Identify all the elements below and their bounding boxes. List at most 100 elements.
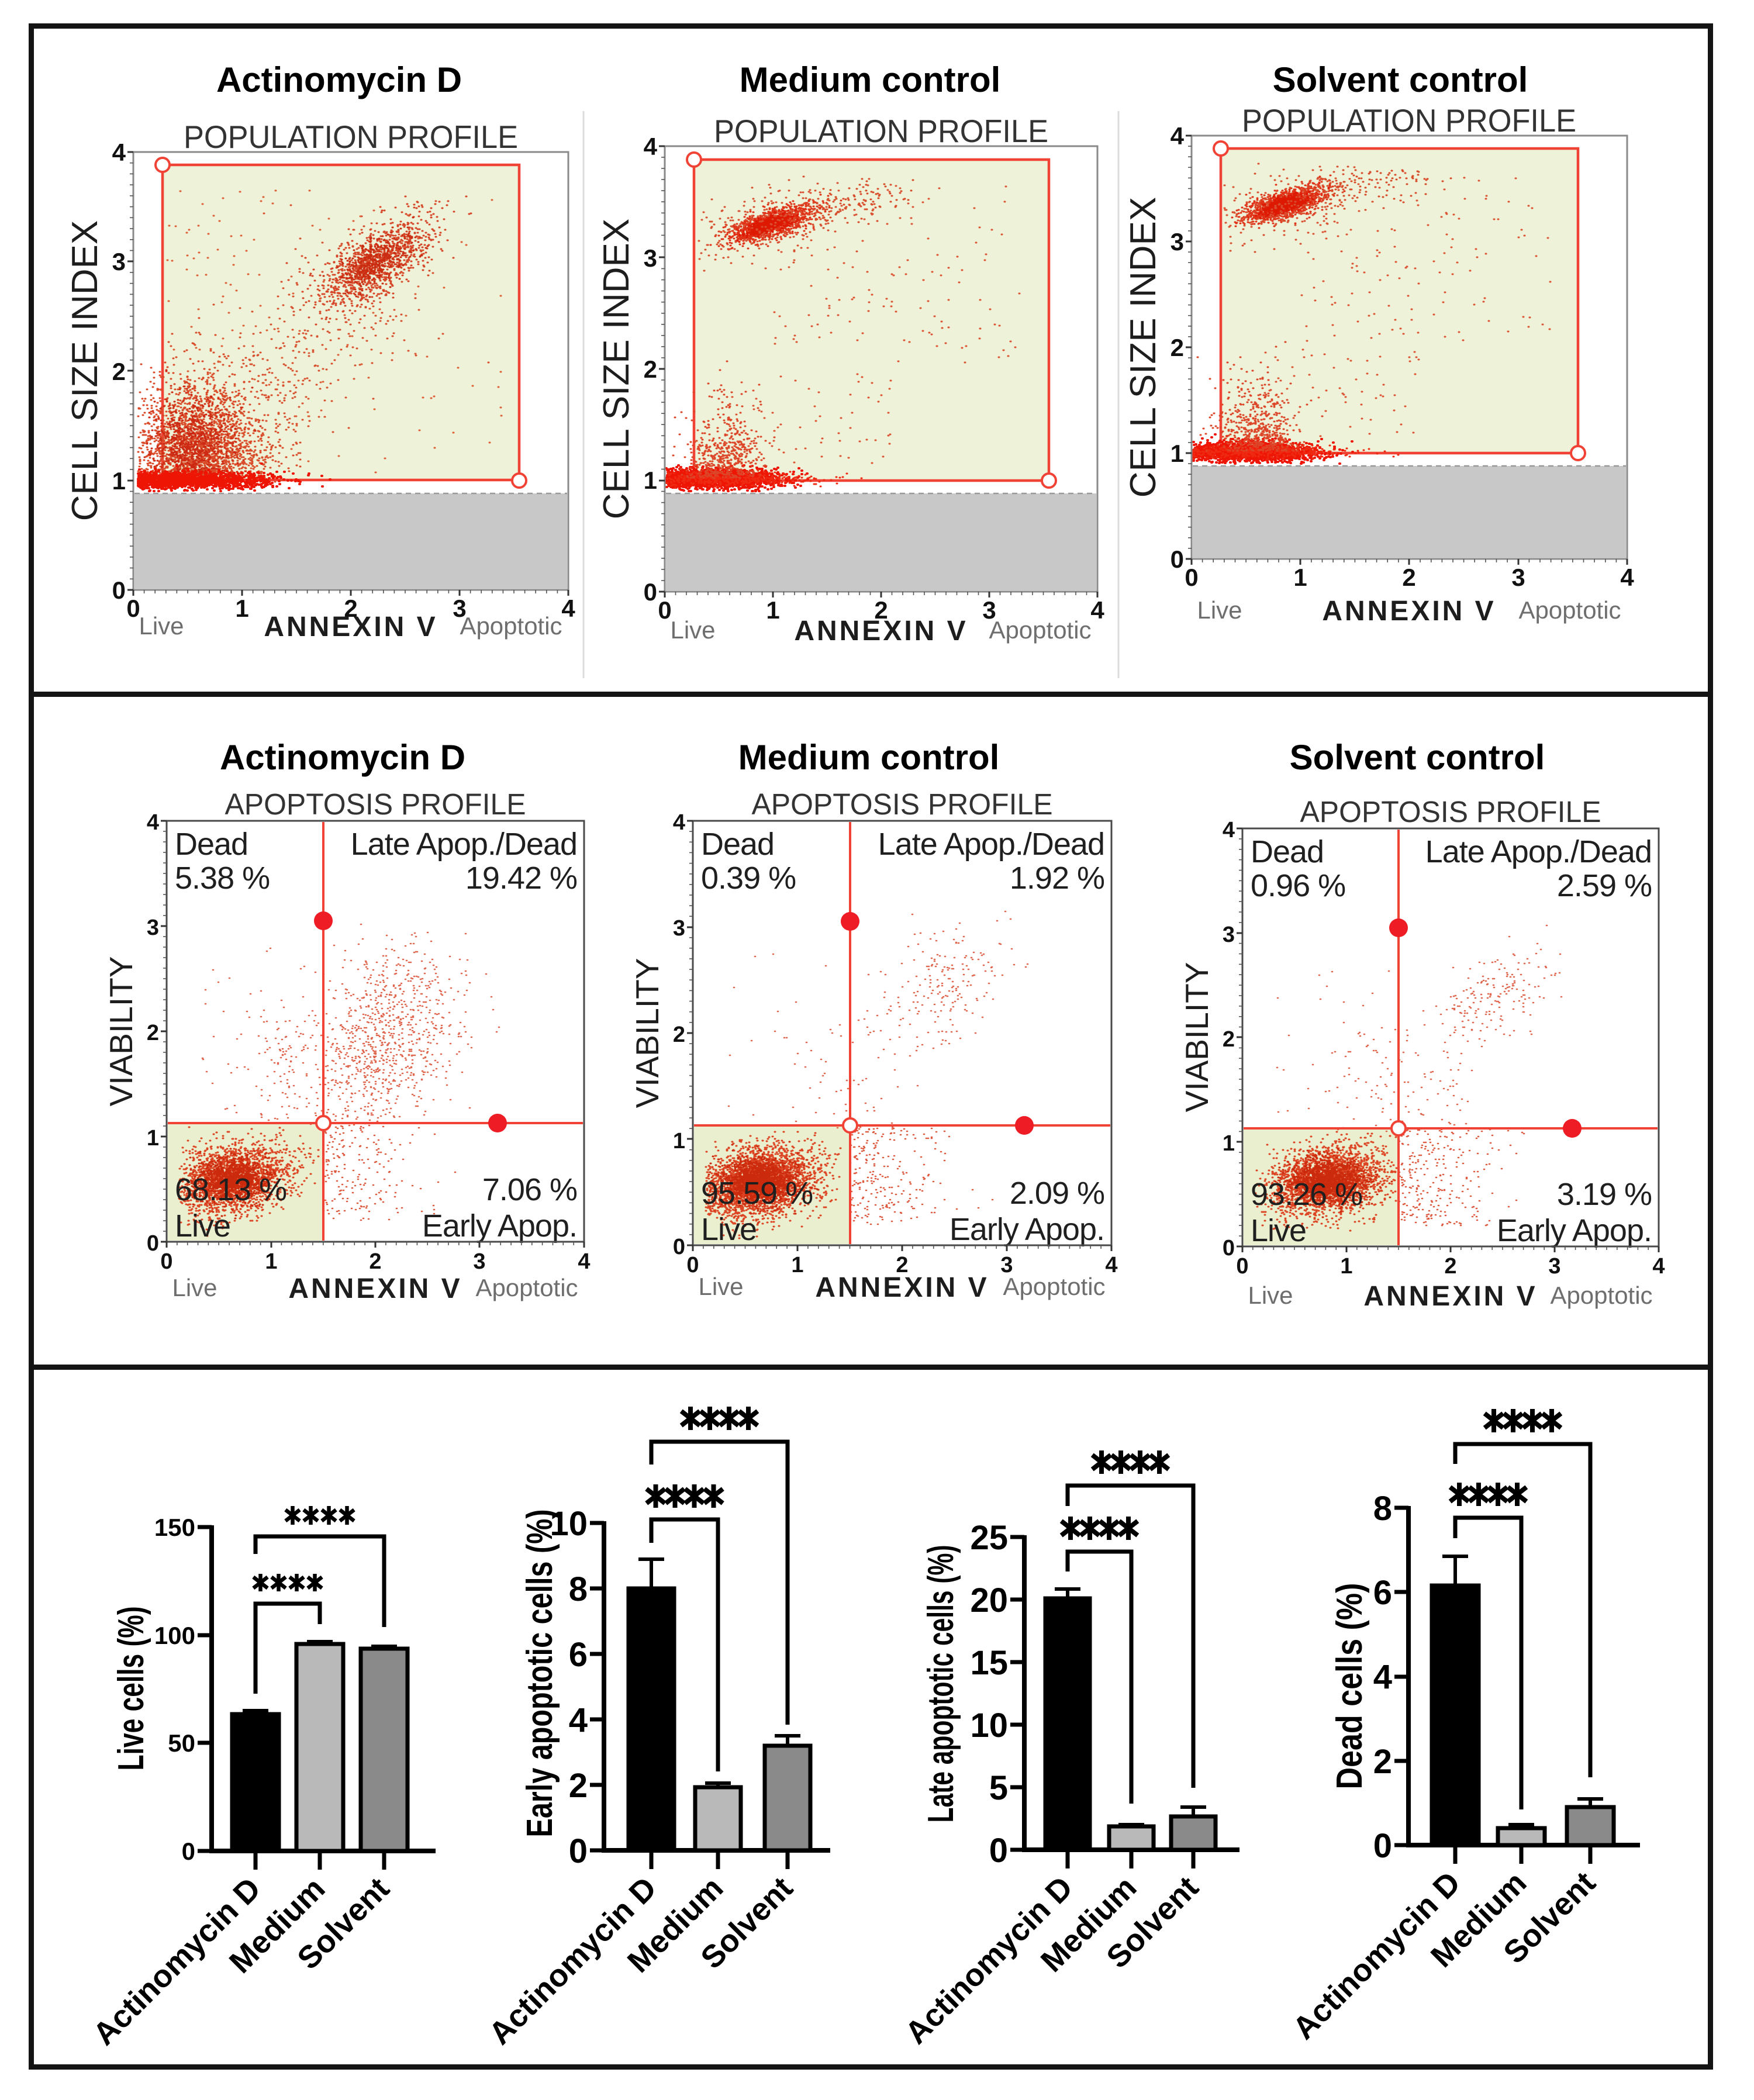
svg-text:0: 0 — [112, 576, 126, 604]
svg-text:ANNEXIN V: ANNEXIN V — [794, 616, 968, 647]
svg-text:2.59 %: 2.59 % — [1557, 868, 1652, 903]
svg-text:3: 3 — [1000, 1253, 1013, 1277]
svg-text:2: 2 — [112, 358, 126, 385]
svg-text:4: 4 — [147, 810, 159, 835]
svg-text:8: 8 — [569, 1570, 588, 1608]
svg-text:0: 0 — [644, 578, 657, 606]
svg-text:93.26 %: 93.26 % — [1251, 1177, 1362, 1212]
svg-text:Live: Live — [1251, 1213, 1306, 1248]
svg-text:2: 2 — [344, 595, 357, 622]
svg-text:1: 1 — [235, 595, 248, 622]
svg-text:Apoptotic: Apoptotic — [1518, 596, 1621, 624]
svg-text:0: 0 — [126, 595, 140, 622]
svg-text:1: 1 — [1293, 564, 1307, 591]
svg-text:10: 10 — [550, 1505, 588, 1543]
svg-text:POPULATION PROFILE: POPULATION PROFILE — [714, 113, 1048, 149]
svg-text:100: 100 — [154, 1622, 195, 1649]
svg-text:4: 4 — [578, 1249, 590, 1274]
svg-text:Apoptotic: Apoptotic — [460, 612, 562, 640]
svg-text:Live: Live — [1248, 1282, 1293, 1309]
svg-text:4: 4 — [1652, 1254, 1665, 1279]
svg-text:50: 50 — [168, 1729, 195, 1757]
svg-text:Early Apop.: Early Apop. — [1497, 1213, 1652, 1248]
svg-text:Dead: Dead — [701, 827, 774, 862]
svg-text:VIABILITY: VIABILITY — [103, 956, 139, 1107]
svg-text:2: 2 — [1373, 1743, 1392, 1781]
svg-text:POPULATION PROFILE: POPULATION PROFILE — [184, 119, 518, 155]
svg-text:0: 0 — [160, 1249, 172, 1274]
svg-text:0: 0 — [673, 1235, 685, 1259]
svg-text:3: 3 — [644, 244, 657, 272]
svg-text:Live cells (%): Live cells (%) — [111, 1607, 151, 1771]
svg-text:Live: Live — [698, 1273, 743, 1300]
svg-text:1: 1 — [1340, 1254, 1352, 1279]
svg-text:25: 25 — [970, 1519, 1008, 1557]
svg-text:Late apoptotic cells (%): Late apoptotic cells (%) — [921, 1545, 961, 1823]
svg-text:1: 1 — [644, 467, 657, 494]
svg-text:4: 4 — [1105, 1253, 1117, 1277]
svg-text:3: 3 — [982, 596, 996, 624]
svg-text:4: 4 — [1620, 564, 1634, 591]
svg-text:2: 2 — [874, 596, 888, 624]
svg-text:Medium control: Medium control — [740, 60, 1001, 99]
svg-text:CELL SIZE INDEX: CELL SIZE INDEX — [65, 220, 105, 521]
svg-text:4: 4 — [561, 595, 575, 622]
svg-text:Live: Live — [1197, 596, 1242, 624]
svg-text:Live: Live — [701, 1212, 757, 1247]
svg-text:1: 1 — [265, 1249, 277, 1274]
svg-text:19.42 %: 19.42 % — [465, 861, 577, 896]
svg-text:APOPTOSIS PROFILE: APOPTOSIS PROFILE — [752, 788, 1053, 821]
svg-text:2: 2 — [896, 1253, 908, 1277]
svg-text:3: 3 — [453, 595, 466, 622]
svg-text:Dead: Dead — [1251, 834, 1324, 869]
svg-text:ANNEXIN V: ANNEXIN V — [1363, 1281, 1537, 1312]
svg-text:1: 1 — [1223, 1131, 1235, 1156]
svg-text:Late Apop./Dead: Late Apop./Dead — [351, 827, 577, 862]
svg-text:Live: Live — [139, 612, 184, 640]
svg-text:Apoptotic: Apoptotic — [989, 616, 1091, 644]
svg-text:1: 1 — [1171, 440, 1184, 467]
svg-text:15: 15 — [970, 1644, 1008, 1682]
svg-text:2: 2 — [673, 1023, 685, 1047]
svg-text:CELL SIZE INDEX: CELL SIZE INDEX — [596, 219, 637, 520]
svg-text:2: 2 — [644, 355, 657, 383]
svg-text:2: 2 — [1223, 1027, 1235, 1052]
svg-text:0: 0 — [658, 596, 671, 624]
svg-text:Live: Live — [172, 1274, 217, 1301]
svg-text:1: 1 — [147, 1126, 159, 1151]
svg-text:3: 3 — [1223, 923, 1235, 947]
svg-text:1: 1 — [673, 1129, 685, 1153]
svg-text:APOPTOSIS PROFILE: APOPTOSIS PROFILE — [225, 788, 526, 821]
svg-text:4: 4 — [1090, 596, 1104, 624]
svg-text:0: 0 — [1185, 564, 1198, 591]
svg-text:ANNEXIN V: ANNEXIN V — [264, 612, 437, 643]
svg-text:Dead: Dead — [175, 827, 248, 862]
svg-text:1: 1 — [791, 1253, 803, 1277]
svg-text:0: 0 — [1223, 1236, 1235, 1260]
svg-text:APOPTOSIS PROFILE: APOPTOSIS PROFILE — [1300, 795, 1601, 828]
svg-text:3: 3 — [1171, 228, 1184, 255]
svg-text:4: 4 — [673, 810, 685, 835]
svg-text:0.39 %: 0.39 % — [701, 861, 796, 896]
svg-text:2: 2 — [1171, 334, 1184, 361]
svg-text:2: 2 — [1444, 1254, 1456, 1279]
svg-text:Live: Live — [670, 616, 715, 644]
svg-text:ANNEXIN V: ANNEXIN V — [288, 1273, 462, 1304]
svg-text:Apoptotic: Apoptotic — [1003, 1273, 1105, 1300]
svg-text:Actinomycin D: Actinomycin D — [216, 60, 462, 99]
svg-text:150: 150 — [154, 1514, 195, 1541]
svg-text:Early Apop.: Early Apop. — [422, 1208, 577, 1244]
svg-text:Live: Live — [175, 1208, 230, 1244]
svg-text:0: 0 — [182, 1838, 195, 1865]
svg-text:0: 0 — [147, 1231, 159, 1256]
svg-text:Actinomycin D: Actinomycin D — [220, 738, 465, 777]
svg-text:1: 1 — [112, 467, 126, 495]
svg-text:4: 4 — [1223, 818, 1235, 842]
svg-text:95.59 %: 95.59 % — [701, 1176, 813, 1211]
svg-text:4: 4 — [1373, 1658, 1392, 1696]
svg-text:0: 0 — [989, 1832, 1008, 1870]
svg-text:Apoptotic: Apoptotic — [475, 1274, 578, 1301]
svg-text:0: 0 — [1171, 545, 1184, 573]
svg-text:1: 1 — [766, 596, 779, 624]
svg-text:VIABILITY: VIABILITY — [629, 958, 665, 1108]
